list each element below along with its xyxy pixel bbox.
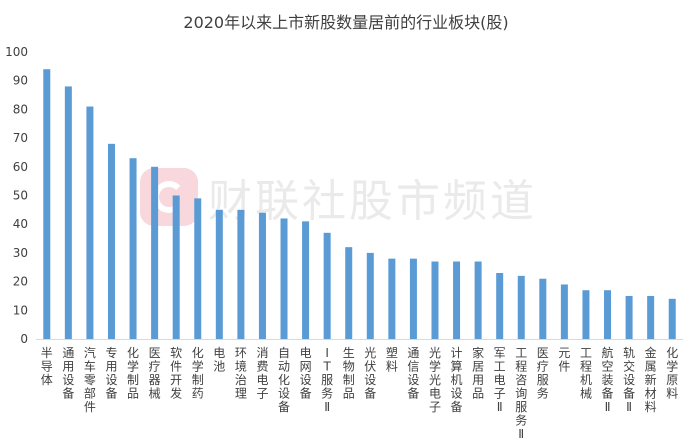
bar (107, 143, 115, 339)
x-tick-label: 工程咨询服务 Ⅱ (515, 346, 527, 441)
y-tick-label: 10 (13, 303, 28, 317)
y-tick-label: 80 (13, 102, 28, 116)
x-tick-label: 轨交设备 Ⅱ (623, 346, 635, 414)
bar (409, 258, 417, 339)
x-tick-label: 通用设备 (62, 346, 74, 401)
chart-title: 2020年以来上市新股数量居前的行业板块(股) (183, 13, 509, 32)
bar (431, 261, 439, 339)
y-tick-label: 60 (13, 160, 28, 174)
x-tick-label: 工程机械 (580, 346, 592, 401)
bar (194, 198, 202, 339)
x-tick-label: 电池 (213, 346, 225, 374)
bar (582, 290, 590, 339)
y-tick-label: 50 (13, 189, 28, 203)
y-tick-label: 30 (13, 246, 28, 260)
x-tick-label: 金属新材料 (645, 345, 657, 414)
x-tick-label: 自动化设备 (278, 346, 290, 414)
x-tick-label: 化学原料 (666, 346, 678, 401)
x-tick-label: 航空装备 Ⅱ (602, 345, 614, 414)
bar (258, 212, 266, 339)
bar (668, 298, 676, 339)
bar (237, 209, 245, 339)
x-tick-label: 环境治理 (235, 346, 247, 401)
bar (366, 252, 374, 339)
bar (64, 86, 72, 339)
x-tick-label: 化学制药 (192, 346, 204, 401)
bar (345, 247, 353, 339)
y-tick-label: 20 (13, 275, 28, 289)
bar (302, 221, 310, 339)
y-tick-label: 0 (20, 332, 28, 346)
x-tick-label: 生物制品 (343, 346, 355, 401)
y-tick-label: 100 (5, 45, 28, 59)
bar (539, 278, 547, 339)
x-tick-label: 医疗器械 (149, 346, 161, 401)
x-tick-label: 军工电子 Ⅱ (494, 346, 506, 414)
x-tick-label: 消费电子 (256, 346, 268, 401)
bar (647, 295, 655, 339)
bar (172, 195, 180, 339)
bar (474, 261, 482, 339)
x-tick-label: 半导体 (41, 346, 53, 387)
bar (604, 290, 612, 339)
x-tick-label: 软件开发 (170, 346, 182, 401)
x-tick-label: 光伏设备 (364, 346, 376, 401)
x-tick-label: 计算机设备 (451, 346, 463, 414)
bar (453, 261, 461, 339)
bar (280, 218, 288, 339)
bar (86, 106, 94, 339)
x-tick-label: 化学制品 (127, 346, 139, 401)
bar (151, 166, 159, 339)
x-tick-label: 汽车零部件 (84, 345, 96, 414)
x-tick-label: 塑料 (386, 345, 398, 374)
bar (388, 258, 396, 339)
bar (215, 209, 223, 339)
y-tick-label: 70 (13, 131, 28, 145)
bar (625, 295, 633, 339)
x-tick-label: 医疗服务 (537, 346, 549, 401)
y-tick-label: 40 (13, 217, 28, 231)
bar (129, 158, 137, 339)
x-tick-label: 电网设备 (300, 346, 312, 401)
x-tick-label: 光学光电子 (429, 346, 441, 414)
bar (43, 69, 51, 339)
bar (517, 275, 525, 339)
bar (496, 272, 504, 339)
x-tick-label: 专用设备 (105, 345, 117, 401)
x-tick-label: I T 服务 Ⅱ (321, 346, 333, 414)
y-tick-label: 90 (13, 74, 28, 88)
bar (323, 232, 331, 339)
x-tick-label: 通信设备 (407, 346, 419, 401)
bar (560, 284, 568, 339)
x-tick-label: 家居用品 (472, 345, 484, 401)
x-tick-label: 元件 (558, 346, 570, 374)
